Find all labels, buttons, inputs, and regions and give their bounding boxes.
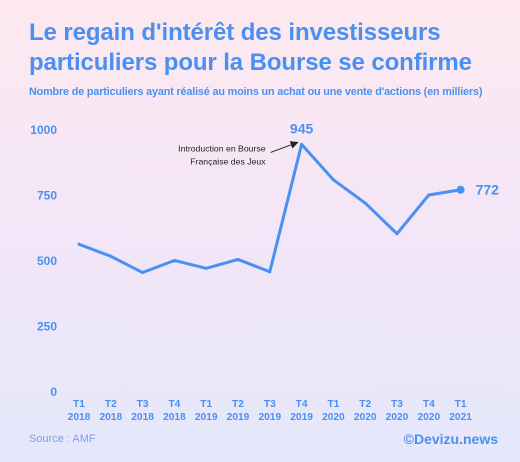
x-tick-label-year: 2019: [290, 412, 313, 423]
x-tick-label-quarter: T2: [359, 399, 371, 410]
data-label: 945: [290, 120, 314, 136]
x-tick-label-year: 2018: [131, 412, 154, 423]
x-tick-label-quarter: T2: [105, 399, 117, 410]
x-tick-label-quarter: T1: [73, 399, 85, 410]
x-tick-label-year: 2019: [195, 412, 218, 423]
x-tick-label-year: 2018: [163, 412, 186, 423]
x-tick-label-quarter: T4: [296, 399, 308, 410]
x-tick-label-year: 2018: [99, 412, 122, 423]
y-tick-label: 0: [50, 385, 57, 399]
data-point: [331, 178, 335, 182]
x-tick-label-quarter: T4: [168, 399, 180, 410]
annotation-text: Française des Jeux: [190, 156, 266, 166]
x-tick-label-year: 2021: [449, 412, 472, 423]
x-tick-label-year: 2020: [322, 412, 345, 423]
data-point: [141, 271, 145, 275]
y-tick-label: 500: [37, 254, 57, 268]
data-point: [172, 258, 176, 262]
x-tick-label-year: 2020: [386, 412, 409, 423]
x-tick-label-quarter: T3: [137, 399, 149, 410]
data-point: [427, 193, 431, 197]
annotation-text: Introduction en Bourse: [178, 143, 266, 153]
y-tick-label: 1000: [30, 123, 57, 137]
chart-subtitle: Nombre de particuliers ayant réalisé au …: [29, 86, 483, 98]
x-tick-label-quarter: T1: [200, 399, 212, 410]
data-point: [300, 142, 304, 146]
x-tick-label-year: 2018: [68, 412, 91, 423]
x-tick-label-year: 2020: [417, 412, 440, 423]
series-line: [77, 142, 463, 275]
x-tick-label-year: 2019: [227, 412, 250, 423]
x-tick-label-quarter: T4: [423, 399, 435, 410]
x-tick-label-quarter: T2: [232, 399, 244, 410]
x-tick-label-year: 2020: [354, 412, 377, 423]
data-label: 772: [476, 182, 500, 198]
data-point: [395, 232, 399, 236]
data-point: [204, 266, 208, 270]
chart-title: Le regain d'intérêt des investisseurs pa…: [29, 19, 472, 76]
data-point: [109, 254, 113, 258]
y-tick-label: 250: [37, 320, 57, 334]
data-point: [268, 270, 272, 274]
x-tick-label-year: 2019: [258, 412, 281, 423]
x-tick-label-quarter: T1: [455, 399, 467, 410]
data-point: [236, 257, 240, 261]
source-note: Source : AMF: [29, 433, 96, 445]
annotation-arrow: [270, 141, 299, 153]
y-tick-label: 750: [37, 189, 57, 203]
x-tick-label-quarter: T3: [391, 399, 403, 410]
x-tick-label-quarter: T3: [264, 399, 276, 410]
data-point: [77, 242, 81, 246]
data-point: [363, 201, 367, 205]
brand-mark: ©Devizu.news: [403, 431, 498, 447]
x-tick-label-quarter: T1: [327, 399, 339, 410]
data-point: [456, 185, 465, 194]
